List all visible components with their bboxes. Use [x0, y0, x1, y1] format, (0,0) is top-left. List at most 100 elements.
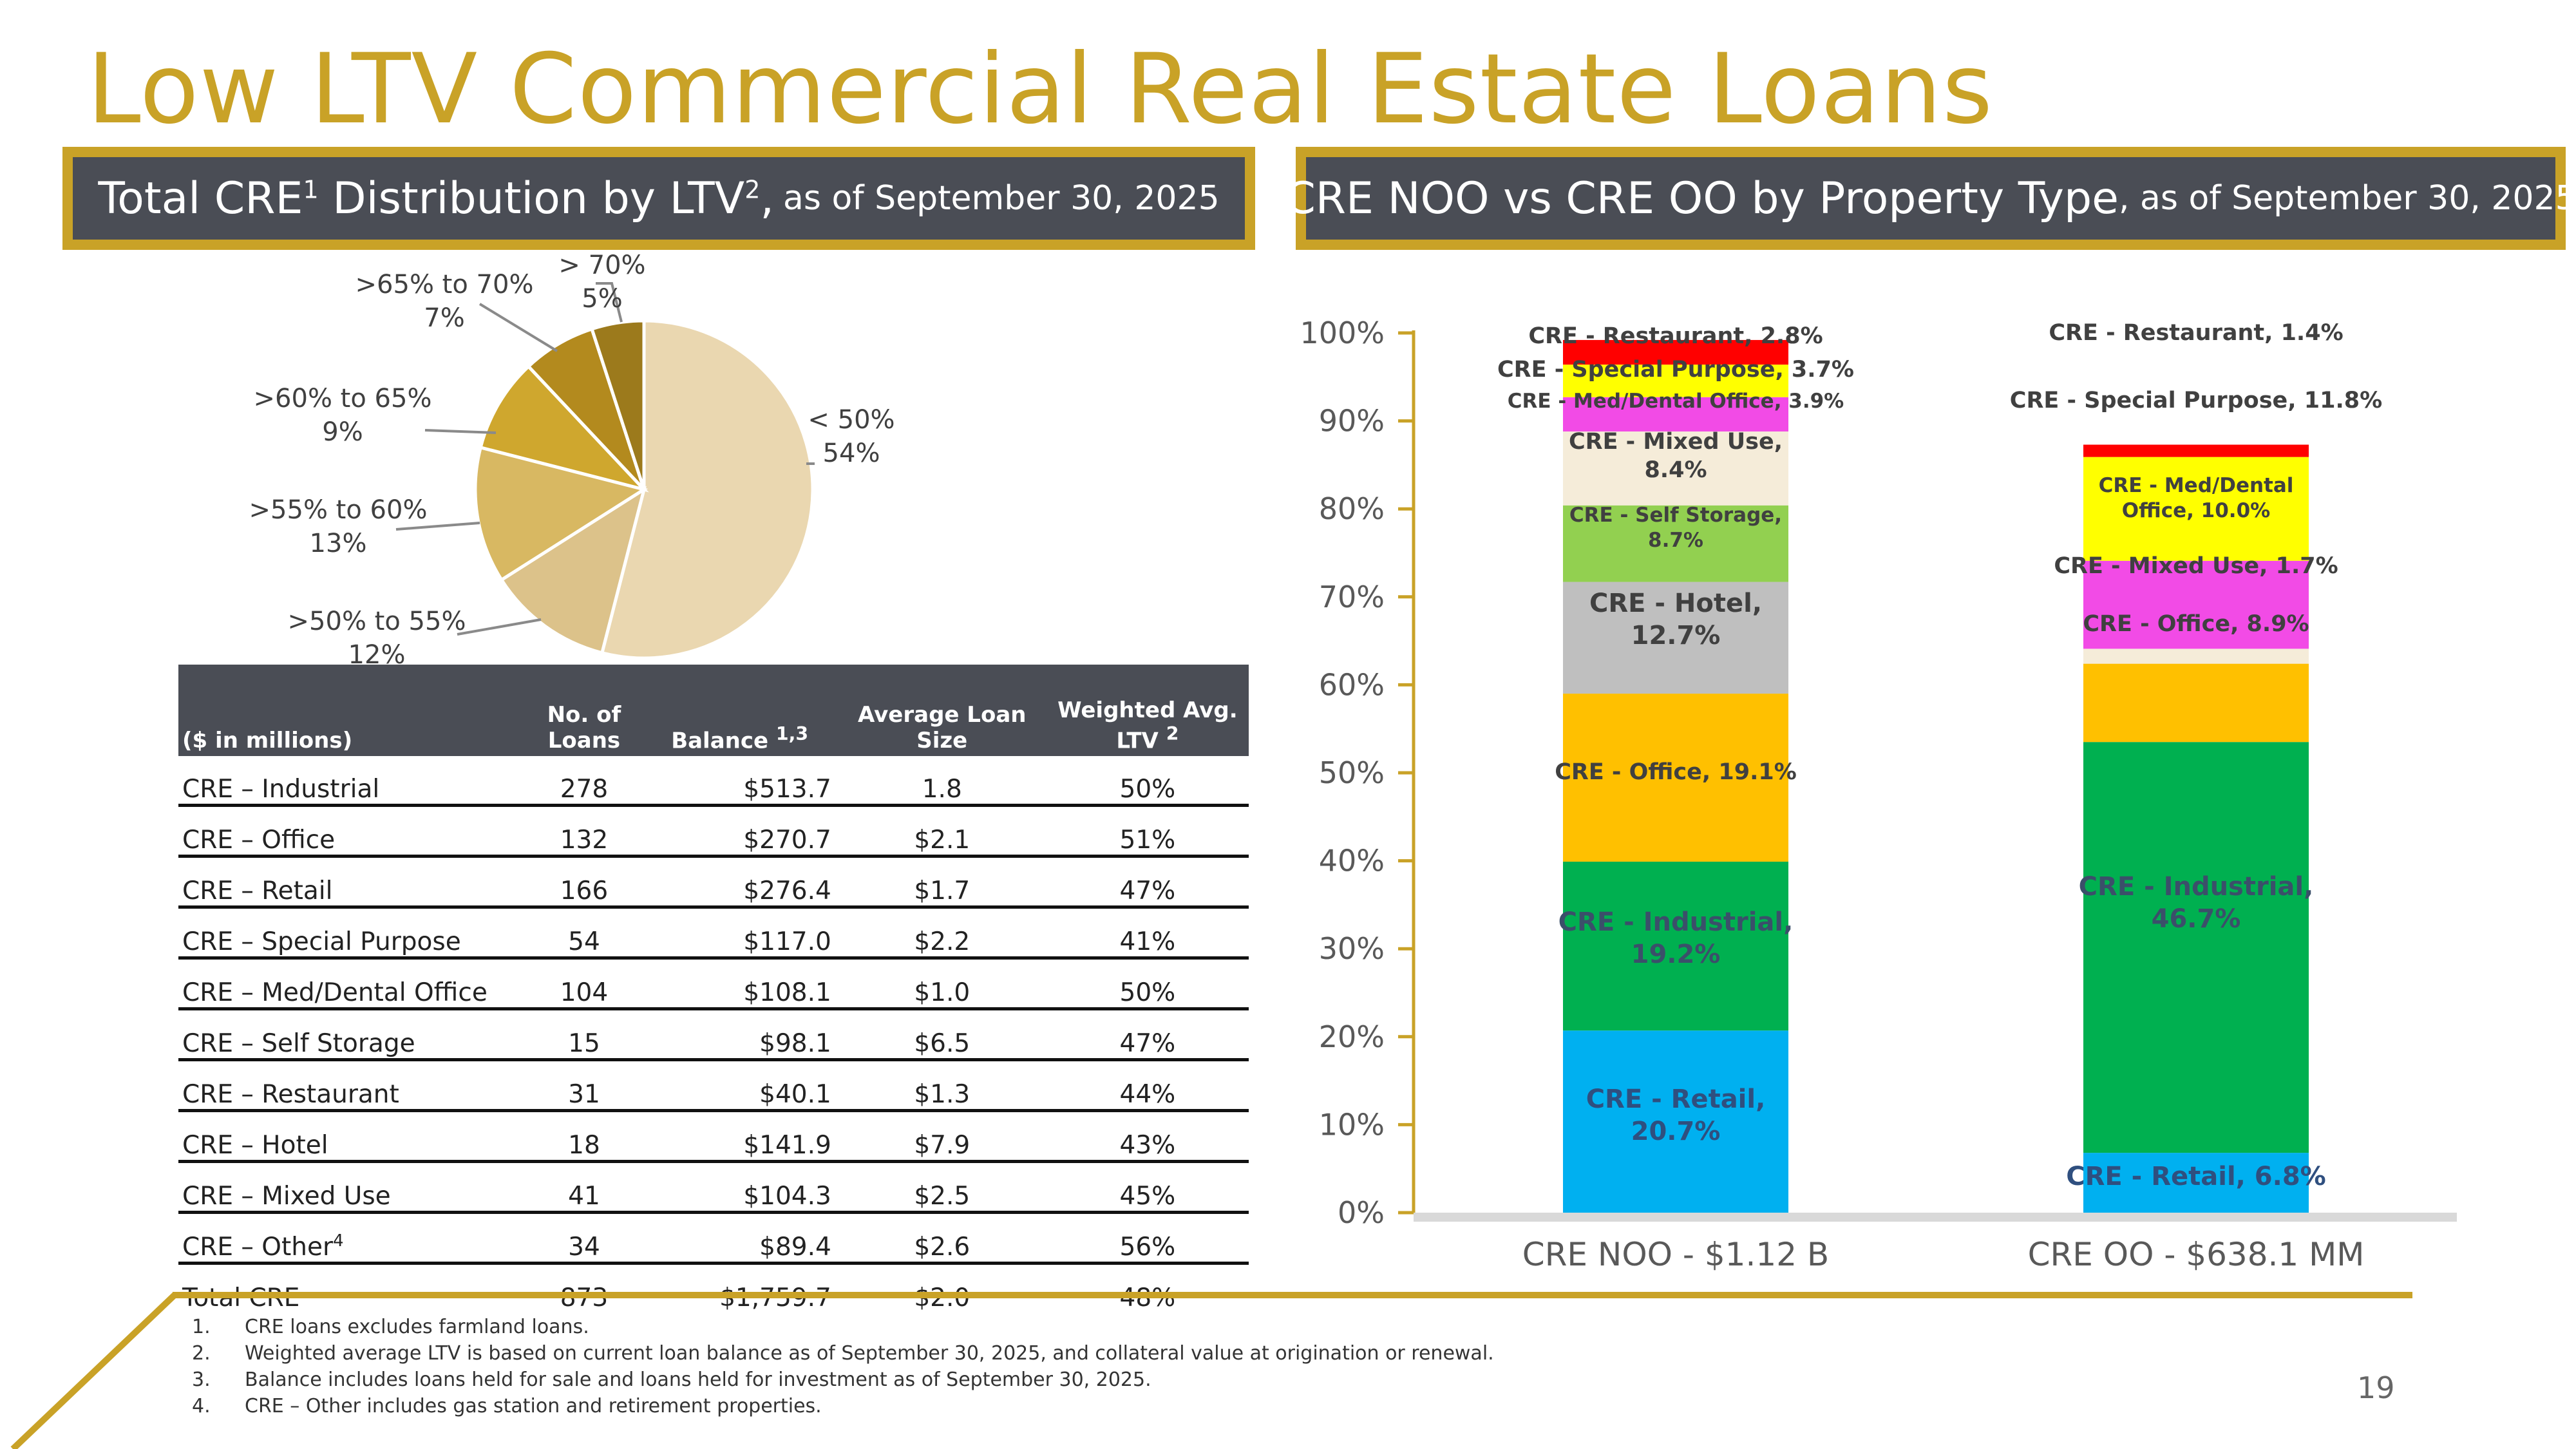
cell-ltv: 56%	[1048, 1212, 1249, 1265]
cell-loans: 104	[526, 958, 645, 1010]
cell-avg: $2.5	[837, 1161, 1049, 1214]
cell-ltv: 51%	[1048, 805, 1249, 858]
cell-ltv: 50%	[1048, 958, 1249, 1010]
y-tick-label: 70%	[1319, 580, 1385, 614]
table-row: CRE – Other4 34 $89.4 $2.6 56%	[178, 1212, 1249, 1265]
cell-loans: 54	[526, 907, 645, 960]
header-sup-2: 2	[744, 175, 761, 204]
bar-data-label: CRE - Retail, 20.7%	[1586, 1084, 1766, 1146]
cell-ltv: 48%	[1049, 1264, 1249, 1312]
cell-name: Total CRE	[178, 1264, 526, 1312]
bar-segment	[1563, 1030, 1788, 1213]
footnote: 4. CRE – Other includes gas station and r…	[192, 1395, 822, 1417]
cre-loan-table: ($ in millions) No. of Loans Balance 1,3 …	[178, 665, 1249, 1312]
bar-segment	[1563, 431, 1788, 506]
page-number: 19	[2357, 1370, 2395, 1405]
y-tick-label: 40%	[1319, 844, 1385, 878]
pie-slice	[478, 364, 649, 493]
bar-data-label: CRE - Office, 19.1%	[1555, 759, 1797, 785]
cell-loans: 873	[526, 1264, 644, 1312]
cell-balance: $1,759.7	[645, 1264, 838, 1312]
page-title: Low LTV Commercial Real Estate Loans	[87, 33, 1994, 146]
cell-balance: $513.7	[644, 756, 838, 807]
footnote: 3. Balance includes loans held for sale a…	[192, 1368, 1151, 1391]
pie-slice	[499, 486, 647, 655]
pie-leader-line	[457, 618, 542, 636]
cell-ltv: 47%	[1048, 1009, 1249, 1061]
cell-name: CRE – Industrial	[178, 756, 527, 807]
cell-name: CRE – Hotel	[178, 1110, 527, 1163]
col-header-balance: Balance 1,3	[644, 665, 838, 756]
header-main: Total CRE	[98, 173, 303, 224]
cell-balance: $40.1	[644, 1059, 838, 1112]
cell-avg: $1.3	[837, 1059, 1049, 1112]
bar-data-label: CRE - Industrial, 19.2%	[1558, 907, 1794, 969]
bar-segment	[1563, 694, 1788, 862]
x-category-label: CRE NOO - $1.12 B	[1522, 1236, 1829, 1273]
header-sup-1: 1	[303, 175, 319, 204]
cell-avg: $1.7	[837, 856, 1049, 909]
y-tick-label: 20%	[1319, 1019, 1385, 1054]
cell-name: CRE – Mixed Use	[178, 1161, 527, 1214]
col-header-average: Average Loan Size	[837, 665, 1049, 756]
cell-balance: $108.1	[644, 958, 838, 1010]
bar-segment	[2083, 457, 2309, 561]
pie-label: >55% to 60% 13%	[249, 495, 428, 558]
bar-data-label: CRE - Med/Dental Office, 10.0%	[2099, 474, 2294, 522]
bar-segment	[1563, 397, 1788, 431]
bar-segment	[2083, 663, 2309, 743]
y-tick-label: 50%	[1319, 755, 1385, 790]
bar-segment	[2083, 742, 2309, 1153]
cell-loans: 18	[526, 1110, 645, 1163]
header-mid: Distribution by LTV	[318, 173, 745, 224]
y-tick-label: 30%	[1319, 931, 1385, 966]
y-tick-label: 100%	[1300, 316, 1385, 350]
cell-loans: 15	[526, 1009, 645, 1061]
cell-balance: $104.3	[644, 1161, 838, 1214]
cell-name: CRE – Self Storage	[178, 1009, 527, 1061]
pie-leader-line	[395, 522, 480, 531]
y-tick-label: 0%	[1338, 1195, 1385, 1230]
header-main: CRE NOO vs CRE OO by Property Type	[1285, 173, 2119, 224]
cell-loans: 132	[526, 805, 645, 858]
bar-segment	[1563, 582, 1788, 694]
cell-avg: 1.8	[837, 756, 1049, 807]
pie-leader-line	[596, 282, 623, 323]
bar-data-label: CRE - Med/Dental Office, 3.9%	[1508, 390, 1844, 413]
cell-ltv: 50%	[1048, 756, 1249, 807]
cell-name: CRE – Special Purpose	[178, 907, 527, 960]
table-row: CRE – Special Purpose 54 $117.0 $2.2 41%	[178, 907, 1249, 960]
pie-leader-line	[478, 303, 558, 352]
cell-name: CRE – Restaurant	[178, 1059, 527, 1112]
cell-loans: 166	[526, 856, 645, 909]
bar-segment	[2083, 1153, 2309, 1213]
table-row: CRE – Restaurant 31 $40.1 $1.3 44%	[178, 1059, 1249, 1112]
bar-segment	[1563, 365, 1788, 397]
col-header-category: ($ in millions)	[178, 665, 527, 756]
pie-label: >60% to 65% 9%	[254, 384, 432, 447]
cell-loans: 31	[526, 1059, 645, 1112]
bar-data-label: CRE - Self Storage, 8.7%	[1569, 504, 1782, 552]
cell-name: CRE – Retail	[178, 856, 527, 909]
y-tick-label: 80%	[1319, 491, 1385, 526]
x-axis	[1414, 1213, 2457, 1222]
cell-loans: 278	[526, 756, 645, 807]
table-row: CRE – Office 132 $270.7 $2.1 51%	[178, 805, 1249, 858]
cell-avg: $2.2	[837, 907, 1049, 960]
bar-data-label: CRE - Office, 8.9%	[2083, 611, 2309, 637]
cell-avg: $2.6	[837, 1212, 1049, 1265]
pie-slice	[600, 319, 815, 660]
header-comma: ,	[760, 173, 774, 224]
pie-label: > 70% 5%	[558, 251, 645, 314]
table-row: CRE – Hotel 18 $141.9 $7.9 43%	[178, 1110, 1249, 1163]
cell-loans: 34	[526, 1212, 645, 1265]
bar-segment	[2083, 649, 2309, 664]
table-row: CRE – Med/Dental Office 104 $108.1 $1.0 50%	[178, 958, 1249, 1010]
pie-section-header: Total CRE1 Distribution by LTV2, as of S…	[62, 147, 1255, 250]
table-row: CRE – Industrial 278 $513.7 1.8 50%	[178, 756, 1249, 807]
cell-name: CRE – Other4	[178, 1212, 527, 1265]
bar-data-label: CRE - Restaurant, 2.8%	[1528, 323, 1823, 349]
y-tick-label: 10%	[1319, 1107, 1385, 1142]
cell-balance: $276.4	[644, 856, 838, 909]
